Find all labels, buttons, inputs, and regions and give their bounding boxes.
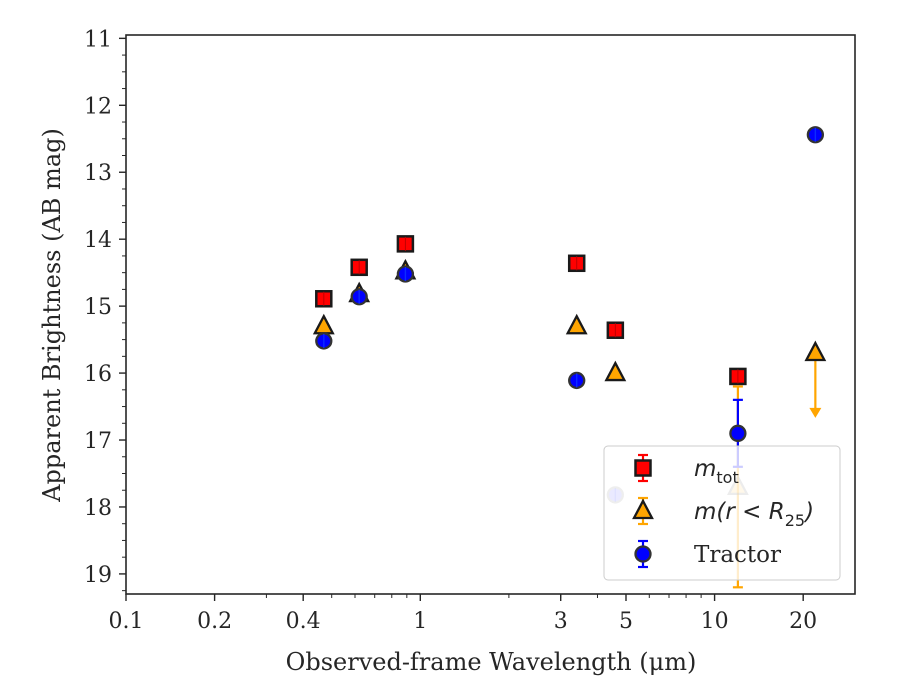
legend-label-base: m(r < R (694, 499, 785, 525)
upper-limit-arrowhead (809, 407, 822, 418)
y-tick-label: 18 (84, 496, 112, 521)
plot-frame (125, 34, 856, 595)
y-tick-label: 17 (84, 429, 112, 454)
y-tick-label: 12 (84, 94, 112, 119)
legend-label-subscript: 25 (785, 511, 805, 530)
legend-label-suffix: ) (803, 499, 814, 525)
x-tick-label: 20 (789, 609, 817, 634)
x-tick-label: 0.4 (286, 609, 321, 634)
legend-label: Tractor (694, 542, 781, 568)
x-tick-label: 5 (619, 609, 633, 634)
y-axis-label: Apparent Brightness (AB mag) (38, 128, 66, 503)
x-axis: 0.1 0.2 0.4 1 3 5 10 20 (109, 594, 817, 634)
x-tick-label: 1 (413, 609, 427, 634)
data-point-triangle (565, 313, 588, 335)
y-tick-label: 13 (84, 161, 112, 186)
legend: mtot m(r < R25) Tractor (603, 445, 841, 581)
y-tick-label: 15 (84, 295, 112, 320)
x-axis-label: Observed-frame Wavelength (μm) (286, 648, 697, 676)
legend-label-subscript: tot (716, 468, 738, 487)
legend-label-base: Tractor (694, 542, 781, 568)
x-tick-label: 0.1 (109, 609, 144, 634)
series-square (315, 235, 747, 386)
plot-area (125, 34, 856, 595)
legend-label-base: m (694, 456, 716, 482)
legend-marker-circle (634, 545, 652, 563)
y-tick-label: 16 (84, 362, 112, 387)
legend-label: mtot (694, 456, 739, 487)
x-tick-label: 3 (554, 609, 568, 634)
legend-entry: m(r < R25) (632, 496, 814, 530)
data-point-triangle (604, 360, 627, 382)
data-point-triangle (804, 340, 827, 362)
x-tick-label: 10 (701, 609, 729, 634)
series-circle (315, 126, 825, 504)
y-tick-label: 14 (84, 228, 112, 253)
x-tick-label: 0.2 (197, 609, 232, 634)
y-tick-label: 11 (84, 27, 112, 52)
y-axis: 11 12 13 14 15 16 17 18 19 (84, 27, 126, 592)
legend-marker-triangle (632, 498, 654, 520)
legend-box (603, 445, 841, 581)
y-tick-label: 19 (84, 563, 112, 588)
legend-label: m(r < R25) (694, 499, 814, 530)
data-point-circle (729, 424, 747, 442)
legend-entry: Tractor (634, 539, 781, 569)
legend-entry: mtot (634, 453, 739, 487)
legend-marker-square (634, 459, 652, 477)
